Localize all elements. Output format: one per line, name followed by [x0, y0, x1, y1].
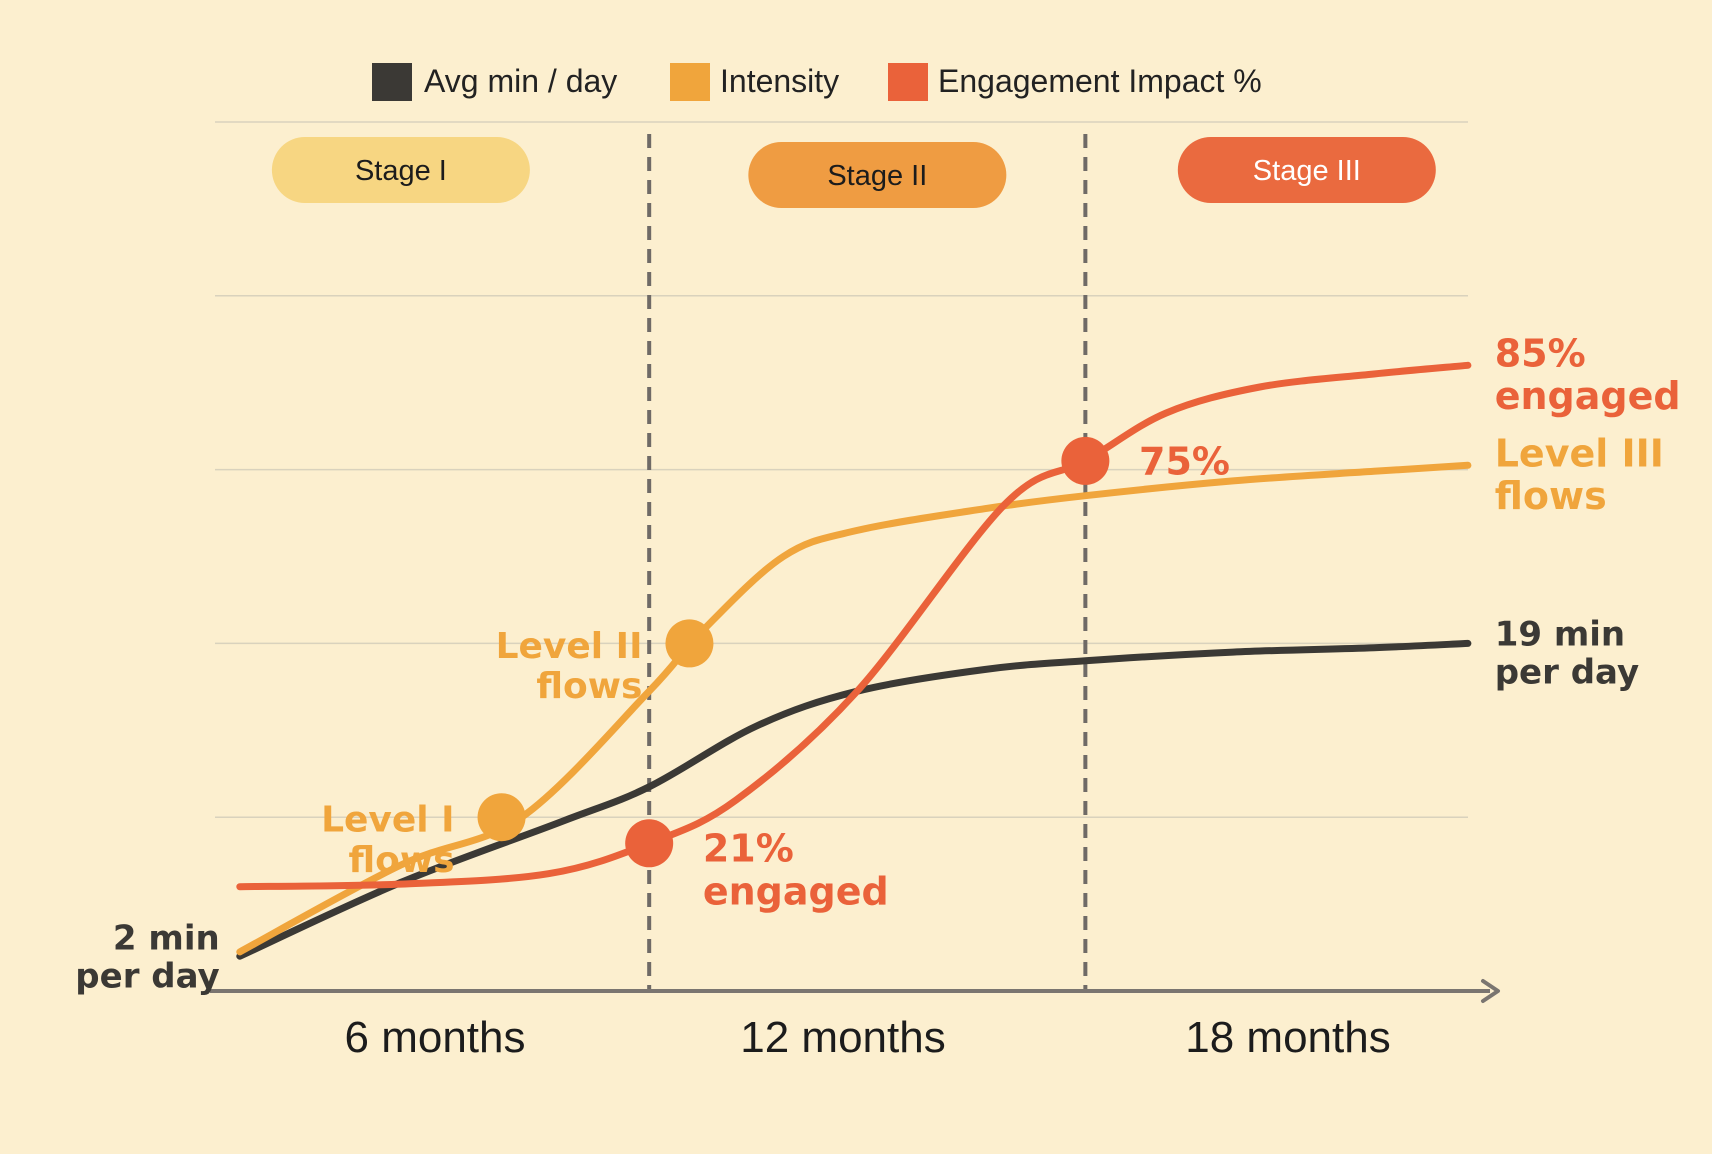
stage-label: Stage III [1253, 155, 1361, 187]
annotation-line: Level III [1495, 431, 1664, 475]
legend-swatch-avg [372, 63, 412, 101]
annotation-line: per day [1495, 652, 1639, 692]
annotation-engaged21: 21% engaged [703, 827, 889, 914]
gridlines [215, 121, 1468, 818]
marker-intensity [665, 619, 714, 668]
series-line-intensity [236, 461, 1472, 956]
annotation-line: Level II [496, 626, 643, 667]
legend-label-engagement: Engagement Impact % [938, 63, 1262, 99]
milestone-markers [477, 436, 1110, 868]
marker-intensity [477, 793, 526, 842]
annotation-line: engaged [703, 869, 889, 913]
annotation-end-avg: 19 min per day [1495, 614, 1639, 692]
stage-label: Stage II [827, 160, 927, 192]
x-tick-label: 6 months [345, 1013, 526, 1062]
annotation-line: flows [536, 666, 642, 707]
annotation-line: Level I [321, 800, 455, 841]
x-tick-label: 18 months [1185, 1013, 1390, 1062]
chart-legend: Avg min / day Intensity Engagement Impact … [372, 63, 1262, 101]
x-tick-label: 12 months [740, 1013, 945, 1062]
marker-engagement [625, 819, 674, 868]
x-axis-arrow [1481, 979, 1500, 1003]
annotation-line: flows [1495, 474, 1607, 518]
annotation-line: per day [75, 957, 219, 997]
legend-swatch-engagement [888, 63, 928, 101]
legend-swatch-intensity [670, 63, 710, 101]
stage-badge [271, 137, 530, 203]
annotation-engaged85: 85% engaged [1495, 331, 1681, 418]
series-lines [236, 361, 1472, 960]
annotation-line: 21% [703, 827, 794, 871]
annotation-level3: Level III flows [1495, 431, 1664, 518]
legend-label-intensity: Intensity [720, 63, 839, 99]
series-line-engagement [236, 361, 1472, 891]
annotation-engaged75: 75% [1139, 440, 1230, 484]
stage-badge [748, 142, 1007, 208]
annotation-start-avg: 2 min per day [75, 918, 219, 996]
annotation-line: 85% [1495, 331, 1586, 375]
stage-label: Stage I [355, 155, 447, 187]
annotation-line: 2 min [113, 918, 220, 958]
annotation-line: 19 min [1495, 614, 1625, 654]
annotation-level2: Level II flows [496, 626, 643, 707]
x-axis: 6 months 12 months 18 months [210, 979, 1500, 1062]
legend-label-avg: Avg min / day [424, 63, 617, 99]
annotation-line: engaged [1495, 374, 1681, 418]
stage-badges: Stage I Stage II Stage III [271, 137, 1436, 208]
stage-badge [1177, 137, 1436, 203]
marker-engagement [1061, 436, 1110, 485]
annotation-line: 75% [1139, 440, 1230, 484]
annotation-line: flows [348, 840, 454, 881]
